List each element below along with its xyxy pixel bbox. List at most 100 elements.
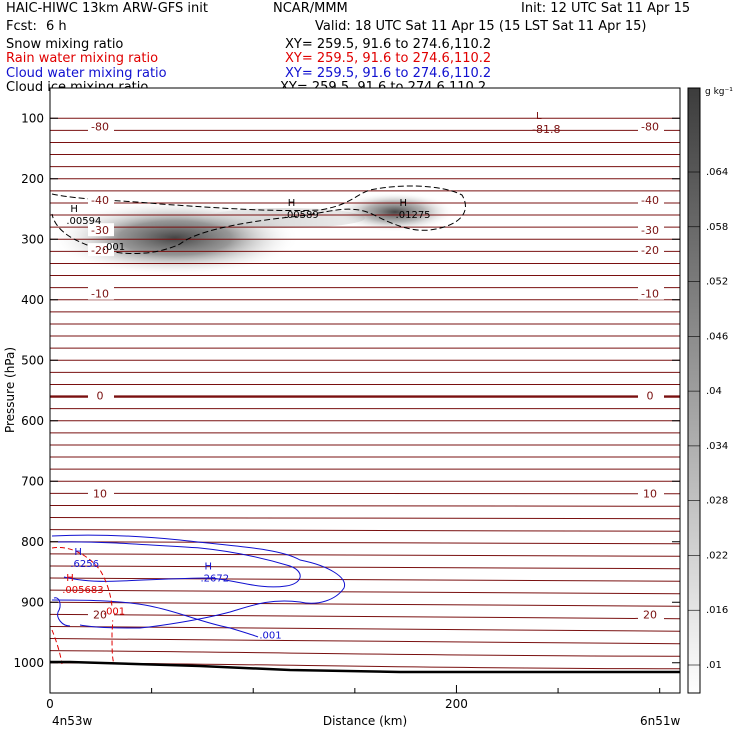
label-backing: [638, 388, 664, 402]
snow-high-marker: H: [288, 198, 296, 209]
colorbar-tick-label: .034: [706, 441, 728, 452]
isotherm-line: [49, 529, 681, 532]
isotherm-line: [49, 541, 681, 545]
isotherm-line: [49, 650, 681, 657]
snow-maximum-label: .00589: [284, 210, 319, 221]
cloud_water-maximum-label: .6256: [70, 559, 99, 570]
temperature-label-left: 10: [93, 487, 107, 500]
colorbar-units: g kg⁻¹: [705, 87, 733, 97]
colorbar-tick-label: .028: [706, 496, 728, 507]
rain-maximum-label: .005683: [62, 585, 103, 596]
x-axis: 0 200: [46, 685, 661, 711]
temperature-label-right: -20: [641, 244, 659, 257]
y-tick-label: 700: [21, 474, 44, 488]
temperature-label-left: -10: [91, 288, 109, 301]
temperature-label-right: -10: [641, 288, 659, 301]
valid-time: Valid: 18 UTC Sat 11 Apr 15 (15 LST Sat …: [315, 19, 647, 34]
snow-high-marker: H: [400, 198, 408, 209]
label-backing: [88, 119, 114, 133]
temperature-label-right: 10: [643, 487, 657, 500]
y-axis-label: Pressure (hPa): [3, 347, 17, 433]
colorbar-tick-label: .064: [706, 167, 728, 178]
field-cloudwater-xy: XY= 259.5, 91.6 to 274.6,110.2: [285, 66, 492, 81]
label-backing: [88, 243, 114, 257]
ground-surface: [50, 660, 680, 674]
colorbar-gradient: [687, 87, 701, 694]
y-tick-label: 100: [21, 111, 44, 125]
label-backing: [88, 192, 114, 206]
field-snow-name: Snow mixing ratio: [6, 37, 124, 52]
isotherm-line: [49, 504, 681, 507]
rain-maximum-label: .001: [103, 606, 125, 617]
temperature-label-right: -40: [641, 194, 659, 207]
cloud-water-contours: [51, 534, 345, 638]
org-label: NCAR/MMM: [273, 1, 348, 16]
label-backing: [88, 286, 114, 300]
isotherm-line: [49, 492, 681, 495]
temperature-label-left: -20: [91, 244, 109, 257]
temperature-label-left: -40: [91, 194, 109, 207]
snow-maximum-label: .00594: [66, 216, 101, 227]
colorbar-tick-label: .058: [706, 222, 728, 233]
colorbar-tick-label: .01: [706, 660, 722, 671]
label-backing: [88, 607, 114, 621]
label-backing: [638, 286, 664, 300]
cloud_water-high-marker: H: [204, 562, 212, 573]
field-rain-xy: XY= 259.5, 91.6 to 274.6,110.2: [285, 51, 492, 66]
y-tick-label: 900: [21, 595, 44, 609]
forecast-value: 6 h: [46, 19, 67, 34]
x-tick-label: 200: [445, 697, 468, 711]
isotherm-line: [49, 565, 681, 570]
temperature-label-left: 0: [97, 389, 104, 402]
y-tick-label: 600: [21, 414, 44, 428]
label-backing: [88, 486, 114, 500]
isotherm-line: [49, 553, 681, 557]
temperature-label-right: -30: [641, 224, 659, 237]
label-backing: [638, 607, 664, 621]
cloud_water-high-marker: H: [74, 547, 82, 558]
x-start-label: 4n53w: [52, 714, 93, 728]
label-backing: [638, 192, 664, 206]
colorbar-tick-label: .022: [706, 550, 728, 561]
cloud_water-maximum-label: .2672: [200, 574, 229, 585]
colorbar-tick-label: .016: [706, 605, 728, 616]
forecast-label: Fcst:: [6, 19, 37, 34]
field-rain-name: Rain water mixing ratio: [6, 51, 159, 66]
isotherm-line: [49, 577, 681, 582]
field-snow-xy: XY= 259.5, 91.6 to 274.6,110.2: [285, 37, 492, 52]
colorbar-tick-label: .052: [706, 277, 728, 288]
rain-high-marker: H: [66, 573, 74, 584]
temperature-label-left: 20: [93, 608, 107, 621]
label-backing: [638, 223, 664, 237]
field-cloudwater-name: Cloud water mixing ratio: [6, 66, 167, 81]
isotherm-line: [49, 517, 681, 520]
temperature-label-right: -80: [641, 121, 659, 134]
x-axis-label: Distance (km): [323, 714, 407, 728]
colorbar-tick-label: .04: [706, 386, 722, 397]
y-tick-label: 800: [21, 535, 44, 549]
low-marker: L: [536, 111, 542, 122]
y-tick-label: 400: [21, 293, 44, 307]
temperature-label-right: 0: [647, 389, 654, 402]
label-backing: [638, 119, 664, 133]
isotherm-line: [49, 613, 681, 620]
temperature-minimum-label: -81.8: [532, 123, 560, 136]
plot-frame: [49, 87, 681, 694]
temperature-label-left: -30: [91, 224, 109, 237]
contour-labels: -80 -80 L-81.8 -40 -40 -30 -30 -20 -20 -10 -10 0 0 10…: [62, 111, 664, 642]
init-time: Init: 12 UTC Sat 11 Apr 15: [521, 1, 691, 16]
label-backing: [88, 388, 114, 402]
label-backing: [638, 243, 664, 257]
snow-high-marker: H: [70, 204, 78, 215]
isotherm-line: [49, 589, 681, 595]
snow-maximum-label: .01275: [396, 210, 431, 221]
y-tick-label: 500: [21, 353, 44, 367]
colorbar-tick-label: .046: [706, 331, 728, 342]
temperature-isotherms: [49, 117, 681, 670]
x-tick-label: 0: [46, 697, 54, 711]
label-backing: [88, 223, 114, 237]
temperature-label-right: 20: [643, 608, 657, 621]
label-backing: [638, 486, 664, 500]
snow-maximum-label: .001: [103, 242, 125, 253]
